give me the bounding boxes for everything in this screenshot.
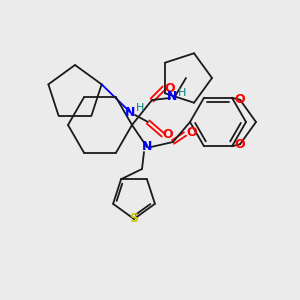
Text: H: H	[178, 88, 186, 98]
Text: N: N	[167, 91, 177, 103]
Text: O: O	[235, 138, 245, 151]
Text: S: S	[130, 212, 139, 226]
Text: O: O	[187, 125, 197, 139]
Text: H: H	[136, 103, 144, 113]
Text: O: O	[165, 82, 175, 94]
Text: N: N	[142, 140, 152, 154]
Text: N: N	[125, 106, 135, 118]
Text: O: O	[235, 93, 245, 106]
Text: O: O	[163, 128, 173, 142]
